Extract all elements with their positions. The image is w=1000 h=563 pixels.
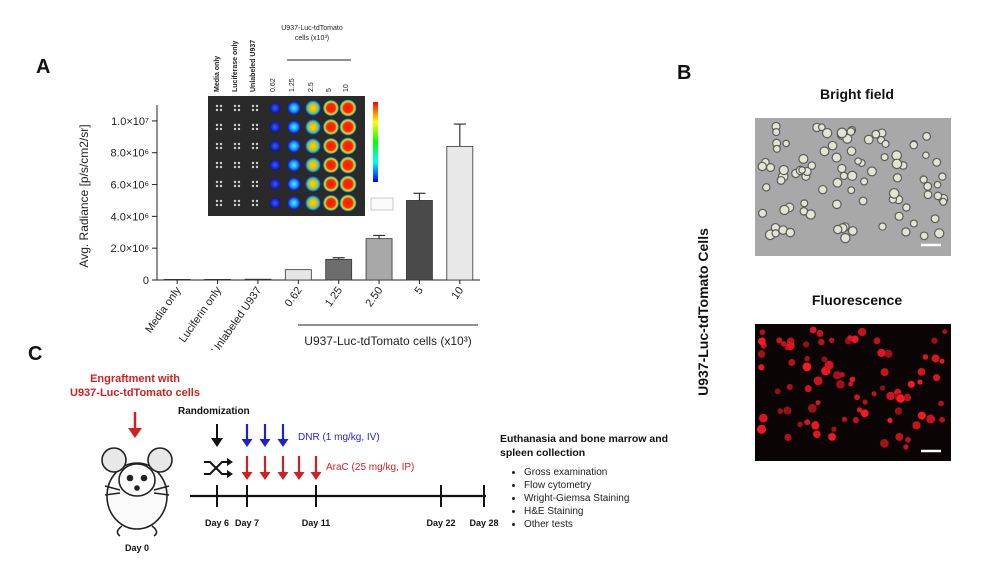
shuffle-icon bbox=[204, 458, 233, 478]
panel-b-label: B bbox=[677, 62, 692, 84]
engraft-line2: U937-Luc-tdTomato cells bbox=[70, 387, 200, 399]
mouse-illustration bbox=[101, 447, 173, 537]
inset-col-label: 5 bbox=[326, 88, 333, 92]
y-tick-label: 2.0×10⁶ bbox=[111, 243, 149, 255]
test-item: H&E Staining bbox=[524, 505, 629, 518]
y-tick-label: 4.0×10⁶ bbox=[111, 211, 149, 223]
inset-colorbar bbox=[373, 102, 378, 182]
bar-2 bbox=[244, 278, 272, 281]
inset-col-label: Unlabeled U937 bbox=[250, 40, 257, 92]
group-label: U937-Luc-tdTomato cells (x10³) bbox=[304, 334, 471, 348]
engraft-line1: Engraftment with bbox=[90, 373, 180, 385]
inset-wells bbox=[215, 99, 357, 212]
dnr-arrows bbox=[241, 424, 289, 447]
bar-7 bbox=[446, 145, 474, 281]
treatment-timeline: Day 0 Randomization DNR (1 mg/kg, IV) Ar… bbox=[101, 406, 499, 553]
bar-0 bbox=[163, 278, 191, 281]
y-tick-label: 0 bbox=[143, 275, 149, 287]
bright-field-image bbox=[755, 118, 951, 256]
bars bbox=[163, 123, 474, 281]
panel-b-side-label: U937-Luc-tdTomato Cells bbox=[695, 228, 711, 396]
x-tick-label: 1.25 bbox=[323, 285, 345, 309]
test-item: Wright-Giemsa Staining bbox=[524, 492, 629, 505]
inset-col-label: Luciferase only bbox=[232, 41, 239, 92]
bar-1 bbox=[204, 278, 231, 281]
test-item: Gross examination bbox=[524, 466, 629, 479]
fluorescence-title: Fluorescence bbox=[811, 292, 903, 308]
x-tick-label: 0.62 bbox=[283, 285, 305, 309]
inset-col-label: Media only bbox=[214, 56, 221, 92]
bar-3 bbox=[284, 269, 312, 281]
x-tick-label: 2.50 bbox=[363, 285, 385, 309]
inset-col-label: 0.62 bbox=[270, 78, 277, 92]
x-tick-label: 5 bbox=[413, 285, 426, 297]
timeline-ticks: Day 6 Day 7 Day 11 Day 22 Day 28 bbox=[205, 485, 499, 528]
day-label: Day 28 bbox=[469, 518, 498, 528]
day-label: Day 22 bbox=[426, 518, 455, 528]
panel-c-label: C bbox=[28, 343, 43, 365]
bar-6 bbox=[406, 200, 433, 281]
dnr-label: DNR (1 mg/kg, IV) bbox=[298, 432, 380, 443]
euthanasia-text: Euthanasia and bone marrow and spleen co… bbox=[500, 432, 668, 460]
bar-4 bbox=[325, 258, 353, 281]
y-tick-label: 8.0×10⁶ bbox=[111, 148, 149, 160]
randomization-arrow bbox=[211, 424, 223, 447]
arac-label: AraC (25 mg/kg, IP) bbox=[326, 462, 414, 473]
euth-line2: spleen collection bbox=[500, 447, 586, 459]
inset-col-label: 1.25 bbox=[289, 78, 296, 92]
inset-col-label: 10 bbox=[343, 84, 350, 92]
test-item: Other tests bbox=[524, 518, 629, 531]
inset-group-label-line2: cells (x10³) bbox=[295, 35, 329, 42]
y-axis-label: Avg. Radiance [p/s/cm2/sr] bbox=[77, 124, 91, 267]
y-axis-ticks: 0 2.0×10⁶ 4.0×10⁶ 6.0×10⁶ 8.0×10⁶ 1.0×10⁷ bbox=[111, 116, 157, 287]
bioluminescence-inset: Media only Luciferase only Unlabeled U937 0… bbox=[208, 25, 394, 216]
day-label: Day 6 bbox=[205, 518, 229, 528]
test-list: Gross examination Flow cytometry Wright-… bbox=[508, 466, 629, 531]
randomization-label: Randomization bbox=[178, 406, 250, 417]
euth-line1: Euthanasia and bone marrow and bbox=[500, 433, 669, 445]
inset-group-label-line1: U937-Luc-tdTomato bbox=[281, 25, 343, 32]
day0-label: Day 0 bbox=[125, 543, 149, 553]
bar-5 bbox=[365, 238, 393, 281]
y-tick-label: 1.0×10⁷ bbox=[111, 116, 149, 128]
x-tick-label: Luciferin only bbox=[177, 284, 224, 344]
inset-col-label: 2.5 bbox=[308, 82, 315, 92]
y-tick-label: 6.0×10⁶ bbox=[111, 180, 149, 192]
inset-column-labels: Media only Luciferase only Unlabeled U937 0… bbox=[214, 40, 350, 92]
inset-plate bbox=[208, 96, 365, 216]
test-item: Flow cytometry bbox=[524, 479, 629, 492]
day-label: Day 11 bbox=[302, 518, 331, 528]
bright-field-title: Bright field bbox=[820, 86, 894, 102]
x-tick-label: 10 bbox=[449, 285, 466, 302]
x-tick-label: Media only bbox=[143, 284, 184, 335]
inset-legend-box bbox=[370, 197, 394, 211]
engraftment-text: Engraftment with U937-Luc-tdTomato cells bbox=[60, 372, 210, 400]
arac-arrows bbox=[241, 456, 322, 480]
radiance-bar-chart: Avg. Radiance [p/s/cm2/sr] 0 2.0×10⁶ 4.0×1… bbox=[77, 105, 480, 350]
engraftment-arrow bbox=[128, 412, 142, 438]
day-label: Day 7 bbox=[235, 518, 259, 528]
fluorescence-image bbox=[755, 324, 951, 461]
panel-a-label: A bbox=[36, 56, 51, 78]
